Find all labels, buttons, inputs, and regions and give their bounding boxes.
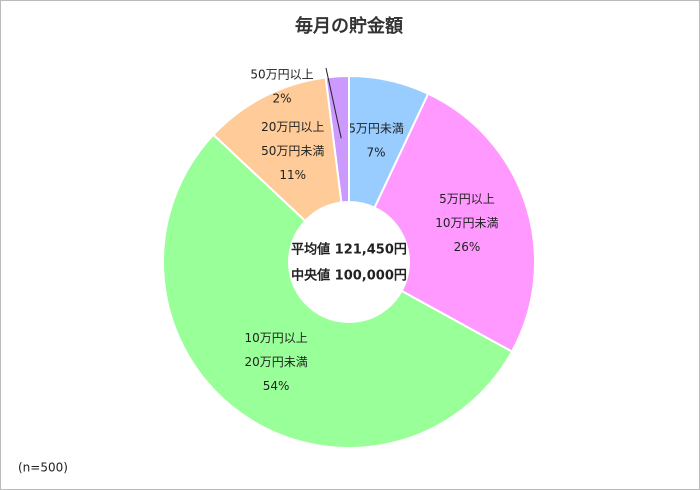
donut-slice — [162, 133, 514, 449]
category-label: 10万円以上 — [244, 331, 307, 345]
value-label: 7% — [367, 145, 386, 159]
value-label: 11% — [279, 168, 306, 182]
center-label: 中央値 100,000円 — [291, 268, 407, 284]
leader-line — [325, 67, 342, 139]
category-label: 5万円以上 — [439, 192, 495, 206]
category-label: 5万円未満 — [348, 121, 404, 135]
category-label: 50万円未満 — [261, 144, 324, 158]
value-label: 54% — [263, 379, 290, 393]
sample-note: (n=500) — [18, 461, 68, 475]
donut-slice — [324, 74, 350, 204]
category-label: 10万円未満 — [435, 216, 498, 230]
donut-slice — [373, 92, 536, 353]
category-label: 20万円以上 — [261, 120, 324, 134]
chart-title: 毎月の貯金額 — [295, 15, 403, 37]
donut-slice — [211, 76, 343, 223]
category-label: 20万円未満 — [244, 355, 307, 369]
value-label: 26% — [454, 240, 481, 254]
center-label: 平均値 121,450円 — [291, 242, 407, 258]
category-label: 50万円以上 — [250, 68, 313, 82]
value-label: 2% — [272, 92, 291, 106]
